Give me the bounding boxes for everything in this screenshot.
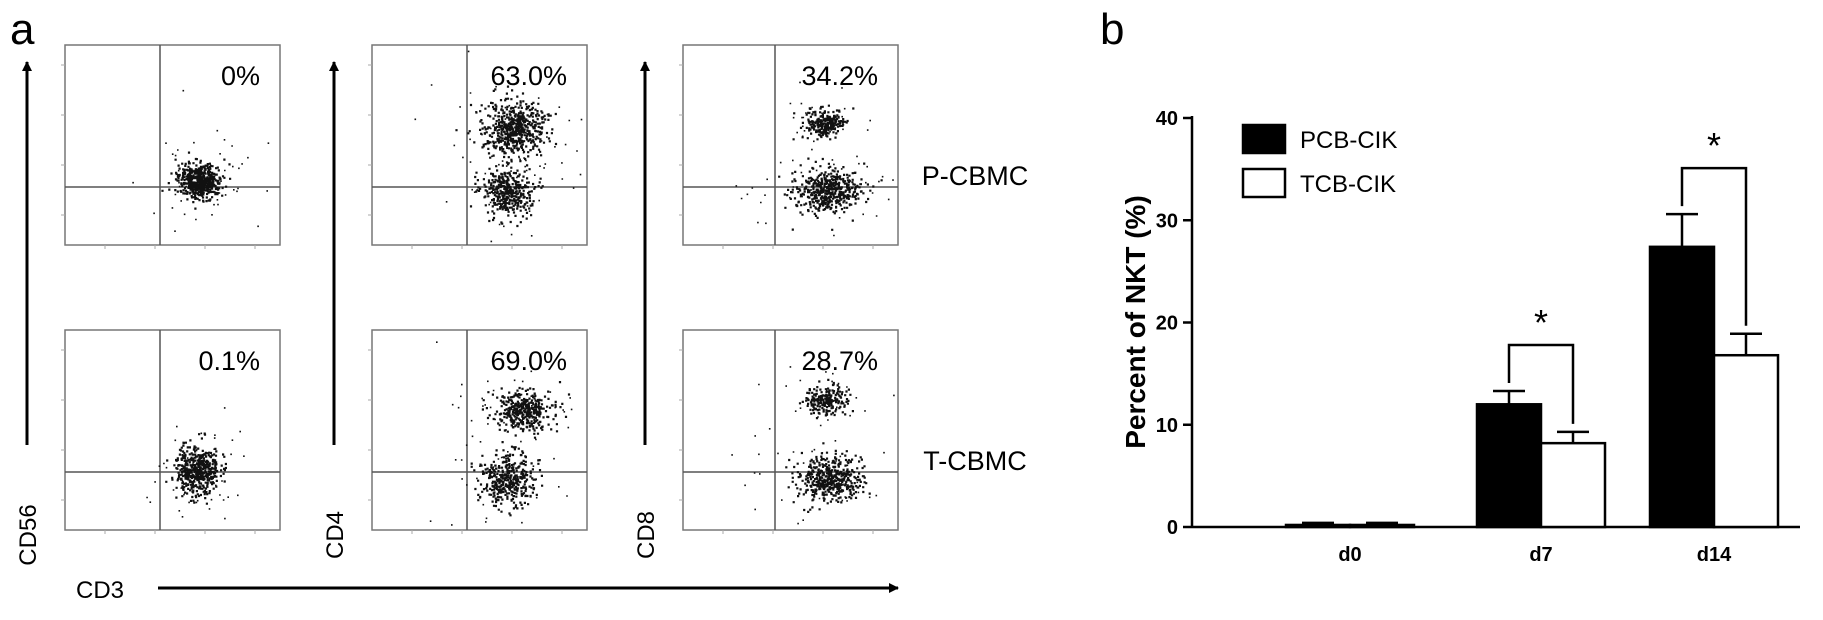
row-label: T-CBMC — [923, 446, 1027, 476]
plot-frame — [682, 329, 899, 531]
bar-pcb-cik-d7 — [1475, 403, 1543, 529]
gate-percent: 63.0% — [490, 61, 567, 91]
panel-b-label: b — [1100, 5, 1124, 54]
bar-pcb-cik-d14 — [1648, 245, 1716, 529]
significance-bracket — [1507, 343, 1575, 424]
plot-frame — [682, 44, 899, 246]
plot-frame — [371, 44, 588, 246]
scatter-dots — [735, 81, 894, 237]
plot-frame — [371, 329, 588, 531]
legend-swatch-tcb-cik — [1241, 167, 1287, 199]
flow-plot-r2-c1: 0.1% — [61, 329, 281, 534]
y-tick-label: 10 — [1156, 415, 1178, 437]
x-tick-label: d7 — [1529, 544, 1552, 566]
bar-tcb-cik-d7 — [1539, 441, 1607, 529]
flow-plot-r1-c1: 0% — [61, 44, 281, 249]
gate-percent: 34.2% — [801, 61, 878, 91]
y-axis-title: Percent of NKT (%) — [1120, 195, 1151, 449]
y-tick-label: 40 — [1156, 108, 1178, 130]
y-tick-label: 20 — [1156, 313, 1178, 335]
y-axis-label-cd8: CD8 — [633, 511, 660, 559]
scatter-dots — [414, 50, 583, 243]
flow-plot-r2-c3: 28.7% — [679, 329, 899, 534]
y-tick-label: 0 — [1167, 517, 1178, 539]
y-axis-arrows: CD56 CD4 CD8 — [15, 61, 660, 566]
y-axis-label-cd4: CD4 — [322, 511, 349, 559]
y-axis-label-cd56: CD56 — [15, 504, 42, 565]
gate-percent: 69.0% — [490, 346, 567, 376]
y-tick-label: 30 — [1156, 210, 1178, 232]
row-labels: P-CBMC T-CBMC — [922, 161, 1029, 476]
gate-percent: 0% — [221, 61, 260, 91]
x-axis-label: CD3 — [76, 577, 124, 604]
plot-frame — [64, 329, 281, 531]
legend-label-pcb-cik: PCB-CIK — [1300, 127, 1397, 154]
scatter-dots — [132, 89, 270, 233]
legend-label-tcb-cik: TCB-CIK — [1300, 171, 1396, 198]
scatter-dots — [146, 407, 245, 520]
flow-plots: 0% 63.0% 34.2% 0.1% 69.0% 28.7% — [61, 44, 899, 534]
legend-swatch-pcb-cik — [1241, 123, 1287, 155]
significance-bracket — [1680, 166, 1748, 326]
gate-percent: 0.1% — [198, 346, 260, 376]
nkt-bar-chart: 0 10 20 30 40 Percent of NKT (%) d0 d7 * d14 * PCB-… — [1120, 108, 1800, 566]
plot-frame — [64, 44, 281, 246]
gate-percent: 28.7% — [801, 346, 878, 376]
bar-tcb-cik-d0 — [1348, 523, 1416, 529]
flow-plot-r2-c2: 69.0% — [368, 329, 588, 534]
scatter-dots — [429, 341, 573, 526]
bar-tcb-cik-d14 — [1712, 353, 1780, 529]
row-label: P-CBMC — [922, 161, 1029, 191]
panel-a-flow-cytometry: a 0% 63.0% 34.2% 0.1% 69.0% 28.7% P-CBMC T-CBM… — [10, 5, 1028, 604]
panel-b-bar-chart: b 0 10 20 30 40 Percent of NKT (%) d0 d7 * d14 * PC… — [1100, 5, 1800, 566]
significance-star: * — [1534, 302, 1548, 343]
bar-pcb-cik-d0 — [1284, 523, 1352, 529]
x-tick-label: d14 — [1697, 544, 1732, 566]
x-tick-label: d0 — [1338, 544, 1361, 566]
significance-star: * — [1707, 125, 1721, 166]
flow-plot-r1-c3: 34.2% — [679, 44, 899, 249]
flow-plot-r1-c2: 63.0% — [368, 44, 588, 249]
panel-a-label: a — [10, 5, 35, 54]
scatter-dots — [731, 366, 895, 525]
